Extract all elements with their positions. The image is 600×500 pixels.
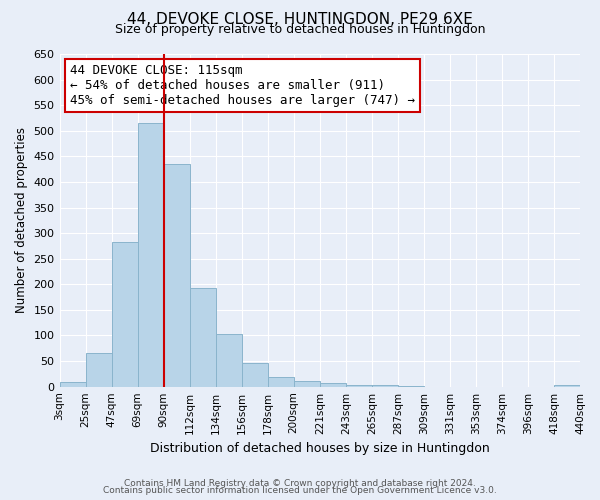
X-axis label: Distribution of detached houses by size in Huntingdon: Distribution of detached houses by size …	[150, 442, 490, 455]
Bar	[112, 242, 137, 386]
Bar	[320, 383, 346, 386]
Text: Contains public sector information licensed under the Open Government Licence v3: Contains public sector information licen…	[103, 486, 497, 495]
Y-axis label: Number of detached properties: Number of detached properties	[15, 128, 28, 314]
Bar	[215, 334, 242, 386]
Text: Contains HM Land Registry data © Crown copyright and database right 2024.: Contains HM Land Registry data © Crown c…	[124, 478, 476, 488]
Bar	[86, 354, 112, 386]
Bar	[137, 123, 164, 386]
Text: Size of property relative to detached houses in Huntingdon: Size of property relative to detached ho…	[115, 22, 485, 36]
Bar	[164, 164, 190, 386]
Bar	[59, 382, 86, 386]
Bar	[554, 385, 580, 386]
Bar	[346, 384, 372, 386]
Bar	[294, 380, 320, 386]
Text: 44, DEVOKE CLOSE, HUNTINGDON, PE29 6XE: 44, DEVOKE CLOSE, HUNTINGDON, PE29 6XE	[127, 12, 473, 28]
Bar	[268, 377, 294, 386]
Bar	[372, 385, 398, 386]
Bar	[190, 288, 215, 386]
Bar	[242, 362, 268, 386]
Text: 44 DEVOKE CLOSE: 115sqm
← 54% of detached houses are smaller (911)
45% of semi-d: 44 DEVOKE CLOSE: 115sqm ← 54% of detache…	[70, 64, 415, 107]
